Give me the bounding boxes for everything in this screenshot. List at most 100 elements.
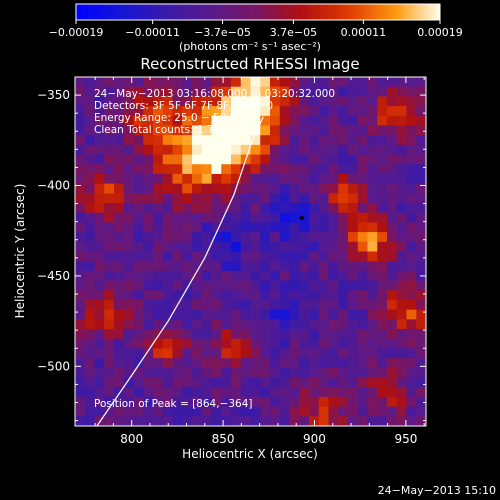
heatmap-cell [211, 106, 222, 117]
heatmap-cell [348, 358, 359, 369]
heatmap-cell [162, 154, 174, 165]
heatmap-cell [240, 329, 252, 340]
heatmap-cell [172, 96, 183, 107]
heatmap-cell [153, 299, 164, 311]
heatmap-cell [94, 106, 105, 117]
heatmap-cell [84, 173, 96, 185]
heatmap-cell [172, 406, 183, 417]
heatmap-cell [75, 241, 86, 253]
heatmap-cell [221, 183, 232, 194]
heatmap-cell [172, 154, 183, 165]
heatmap-cell [367, 348, 378, 359]
heatmap-cell [221, 251, 232, 262]
heatmap-cell [104, 115, 115, 127]
heatmap-cell [260, 416, 271, 426]
heatmap-cell [75, 232, 86, 243]
heatmap-cell [328, 416, 339, 426]
heatmap-cell [406, 115, 417, 127]
heatmap-cell [123, 251, 135, 262]
heatmap-cell [260, 115, 271, 127]
heatmap-cell [201, 261, 213, 272]
heatmap-cell [279, 106, 291, 117]
heatmap-cell [377, 115, 388, 127]
heatmap-cell [377, 329, 388, 340]
x-axis-title: Heliocentric X (arcsec) [182, 447, 318, 461]
heatmap-cell [270, 86, 281, 97]
colorbar-tick-label: −0.00011 [125, 26, 180, 39]
heatmap-cell [406, 387, 417, 398]
heatmap-cell [348, 232, 359, 243]
heatmap-cell [221, 212, 232, 224]
heatmap-cell [338, 183, 349, 194]
heatmap-cell [221, 367, 232, 379]
heatmap-cell [279, 416, 291, 426]
heatmap-cell [84, 115, 96, 127]
heatmap-cell [289, 222, 300, 233]
heatmap-cell [348, 299, 359, 311]
heatmap-cell [289, 348, 300, 359]
heatmap-cell [123, 96, 135, 107]
heatmap-cell [309, 96, 320, 107]
heatmap-cell [318, 203, 330, 214]
heatmap-cell [231, 96, 242, 107]
heatmap-cell [328, 377, 339, 388]
heatmap-cell [192, 144, 203, 156]
heatmap-cell [338, 222, 349, 233]
heatmap-cell [172, 241, 183, 253]
heatmap-cell [328, 261, 339, 272]
heatmap-cell [299, 416, 310, 426]
heatmap-cell [348, 154, 359, 165]
heatmap-cell [348, 270, 359, 282]
heatmap-cell [240, 406, 252, 417]
heatmap-cell [182, 387, 193, 398]
heatmap-cell [279, 338, 291, 350]
heatmap-cell [104, 86, 115, 97]
heatmap-cell [318, 396, 330, 408]
heatmap-cell [377, 251, 388, 262]
heatmap-cell [94, 96, 105, 107]
heatmap-cell [270, 396, 281, 408]
heatmap-cell [153, 416, 164, 426]
heatmap-cell [357, 358, 369, 369]
heatmap-cell [94, 251, 105, 262]
heatmap-cell [357, 338, 369, 350]
heatmap-cell [289, 241, 300, 253]
heatmap-cell [289, 290, 300, 301]
heatmap-cell [289, 193, 300, 204]
heatmap-cell [201, 299, 213, 311]
heatmap-cell [377, 280, 388, 291]
heatmap-cell [221, 232, 232, 243]
heatmap-cell [338, 290, 349, 301]
heatmap-cell [84, 290, 96, 301]
heatmap-cell [162, 396, 174, 408]
heatmap-cell [221, 319, 232, 330]
heatmap-cell [260, 183, 271, 194]
heatmap-cell [338, 96, 349, 107]
heatmap-cell [260, 241, 271, 253]
heatmap-cell [221, 115, 232, 127]
heatmap-cell [309, 251, 320, 262]
heatmap-cell [309, 406, 320, 417]
heatmap-cell [114, 309, 125, 320]
heatmap-cell [114, 135, 125, 146]
heatmap-cell [279, 173, 291, 185]
heatmap-cell [104, 183, 115, 194]
heatmap-cell [318, 212, 330, 224]
heatmap-cell [240, 173, 252, 185]
heatmap-cell [201, 251, 213, 262]
heatmap-cell [396, 96, 408, 107]
heatmap-cell [94, 232, 105, 243]
heatmap-cell [338, 164, 349, 175]
heatmap-cell [299, 164, 310, 175]
heatmap-cell [201, 290, 213, 301]
heatmap-cell [318, 348, 330, 359]
heatmap-cell [250, 86, 261, 97]
heatmap-cell [182, 270, 193, 282]
colorbar-tick-label: −0.00019 [49, 26, 104, 39]
heatmap-cell [123, 86, 135, 97]
heatmap-cell [348, 115, 359, 127]
heatmap-cell [192, 367, 203, 379]
heatmap-cell [143, 329, 154, 340]
heatmap-cell [387, 270, 398, 282]
colorbar-ticks: −0.00019 −0.00011 −3.7e−05 3.7e−05 0.00011 0.… [49, 20, 463, 39]
